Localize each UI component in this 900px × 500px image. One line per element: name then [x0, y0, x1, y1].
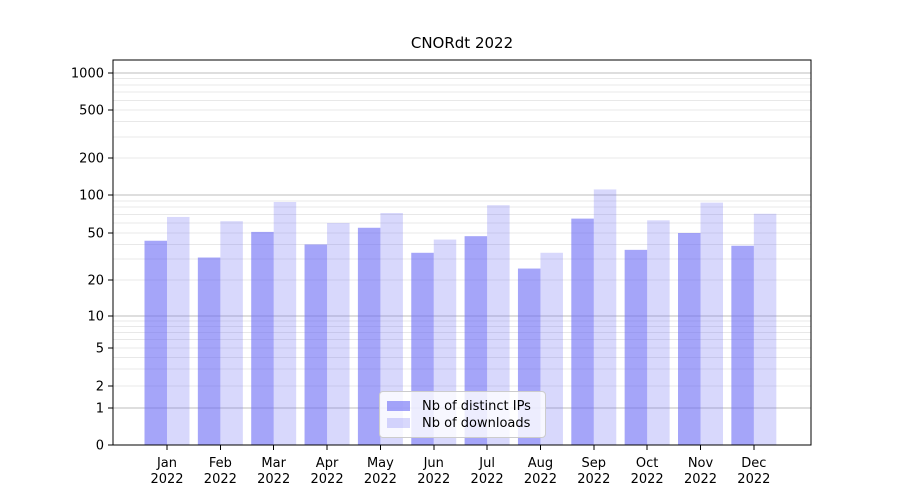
- legend: Nb of distinct IPs Nb of downloads: [379, 391, 546, 438]
- y-tick-label: 1: [96, 402, 104, 417]
- bar-ips-sep: [571, 218, 594, 445]
- y-tick-label: 1000: [71, 67, 104, 82]
- legend-item-distinct-ips: Nb of distinct IPs: [387, 398, 537, 414]
- bar-downloads-jan: [167, 216, 190, 445]
- y-tick-label: 0: [96, 439, 104, 454]
- legend-item-downloads: Nb of downloads: [387, 415, 537, 431]
- x-tick-label-year: 2022: [417, 472, 450, 487]
- bar-downloads-nov: [700, 202, 723, 445]
- x-tick-label-year: 2022: [311, 472, 344, 487]
- y-tick-label: 50: [87, 227, 104, 242]
- legend-swatch-downloads: [387, 418, 410, 428]
- x-tick-label-year: 2022: [257, 472, 290, 487]
- y-tick-label: 500: [79, 104, 104, 119]
- y-tick-label: 100: [79, 189, 104, 204]
- bar-ips-may: [357, 227, 381, 445]
- x-tick-label-month: Mar: [261, 456, 286, 471]
- bar-ips-feb: [197, 257, 221, 445]
- chart-title: CNORdt 2022: [410, 34, 514, 52]
- x-tick-label-year: 2022: [364, 472, 397, 487]
- x-tick-label-month: Sep: [582, 456, 607, 471]
- legend-swatch-distinct-ips: [387, 401, 410, 411]
- legend-label-distinct-ips: Nb of distinct IPs: [422, 398, 531, 414]
- plot-border: [112, 59, 812, 446]
- bar-downloads-may: [380, 213, 403, 445]
- y-tick-label: 2: [96, 380, 104, 395]
- x-tick-label-year: 2022: [204, 472, 237, 487]
- x-tick-label-month: Oct: [636, 456, 658, 471]
- bar-downloads-dec: [753, 213, 777, 445]
- x-tick-label-year: 2022: [577, 472, 610, 487]
- x-tick-label-year: 2022: [471, 472, 504, 487]
- bar-downloads-jul: [487, 205, 510, 445]
- x-tick-label-month: Feb: [209, 456, 232, 471]
- bar-downloads-sep: [593, 189, 617, 445]
- x-tick-label-month: Jul: [478, 456, 495, 471]
- y-tick-label: 20: [87, 274, 104, 289]
- x-tick-label-month: May: [367, 456, 394, 471]
- x-tick-label-year: 2022: [737, 472, 770, 487]
- x-tick-label-month: Nov: [688, 456, 714, 471]
- x-tick-label-month: Jan: [156, 456, 177, 471]
- x-tick-label-month: Apr: [316, 456, 339, 471]
- bar-downloads-apr: [327, 223, 350, 445]
- bar-ips-apr: [304, 244, 328, 445]
- x-tick-label-year: 2022: [524, 472, 557, 487]
- bar-downloads-oct: [647, 220, 670, 445]
- bar-ips-oct: [624, 249, 648, 445]
- bar-downloads-mar: [273, 202, 297, 445]
- y-tick-label: 200: [79, 152, 104, 167]
- bar-ips-dec: [731, 245, 754, 445]
- bar-downloads-aug: [540, 252, 563, 445]
- y-tick-label: 10: [87, 310, 104, 325]
- x-tick-label-month: Jun: [423, 456, 444, 471]
- x-tick-label-month: Dec: [741, 456, 766, 471]
- bar-ips-jan: [144, 240, 167, 445]
- bar-ips-nov: [678, 233, 701, 445]
- legend-label-downloads: Nb of downloads: [422, 415, 531, 431]
- y-tick-label: 5: [96, 342, 104, 357]
- x-tick-label-year: 2022: [684, 472, 717, 487]
- x-tick-label-year: 2022: [150, 472, 183, 487]
- bar-downloads-feb: [220, 221, 243, 445]
- x-tick-label-year: 2022: [631, 472, 664, 487]
- x-tick-label-month: Aug: [528, 456, 553, 471]
- bar-ips-mar: [251, 231, 274, 445]
